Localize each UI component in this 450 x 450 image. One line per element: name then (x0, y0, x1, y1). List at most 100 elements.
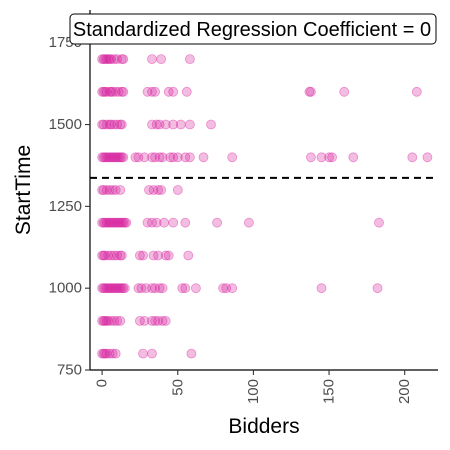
data-point (101, 217, 112, 228)
data-point (97, 86, 107, 97)
data-point (153, 315, 164, 326)
data-point (198, 152, 209, 163)
data-point (147, 86, 157, 97)
data-point (103, 283, 114, 294)
data-point (157, 315, 168, 326)
data-point (103, 315, 114, 326)
data-point (98, 348, 109, 359)
data-point (112, 217, 123, 228)
data-point (104, 86, 115, 97)
data-point (227, 152, 238, 163)
data-point (106, 217, 117, 228)
data-point (101, 54, 112, 64)
data-point (104, 152, 115, 163)
data-point (150, 283, 161, 294)
data-point (157, 152, 168, 163)
data-point (103, 54, 114, 64)
data-point (422, 152, 433, 163)
data-point (154, 119, 165, 130)
data-point (147, 119, 157, 130)
data-point (139, 152, 150, 163)
data-point (134, 250, 145, 261)
data-point (141, 283, 151, 294)
data-point (156, 185, 167, 195)
data-point (97, 348, 107, 359)
data-point (101, 119, 112, 130)
data-point (172, 152, 183, 163)
data-point (97, 54, 107, 64)
data-point (180, 217, 191, 228)
data-point (110, 152, 121, 163)
x-tick-label: 100 (245, 379, 262, 404)
data-point (98, 283, 109, 294)
data-point (98, 54, 109, 64)
data-point (115, 283, 126, 294)
data-point (98, 315, 109, 326)
data-point (109, 250, 120, 261)
data-point (100, 54, 110, 64)
data-point (177, 283, 188, 294)
data-point (100, 86, 110, 97)
data-point (190, 283, 201, 294)
data-point (106, 315, 117, 326)
data-point (372, 283, 383, 294)
data-point (305, 86, 316, 97)
y-tick-label: 750 (57, 362, 82, 379)
data-point (147, 283, 157, 294)
data-point (119, 217, 130, 228)
y-tick-label: 1000 (49, 280, 82, 297)
data-point (101, 348, 112, 359)
data-point (106, 119, 117, 130)
data-point (147, 315, 157, 326)
data-point (147, 217, 157, 228)
data-point (112, 152, 123, 163)
data-point (150, 86, 161, 97)
data-point (163, 250, 174, 261)
data-point (113, 283, 124, 294)
data-point (97, 283, 107, 294)
data-point (107, 185, 118, 195)
data-point (100, 348, 110, 359)
data-point (116, 217, 127, 228)
data-point (110, 86, 121, 97)
data-point (136, 283, 147, 294)
data-point (98, 185, 109, 195)
chart-title-background (69, 13, 437, 45)
data-point (154, 152, 165, 163)
data-point (118, 217, 129, 228)
data-point (98, 119, 109, 130)
data-point (107, 217, 118, 228)
data-point (134, 315, 145, 326)
data-point (151, 119, 162, 130)
data-point (104, 54, 115, 64)
data-point (324, 152, 335, 163)
data-point (168, 217, 179, 228)
data-point (147, 348, 157, 359)
data-point (157, 283, 168, 294)
data-point (104, 217, 115, 228)
data-point (144, 185, 154, 195)
data-point (411, 86, 422, 97)
data-point (148, 185, 159, 195)
data-point (116, 86, 127, 97)
data-point (327, 152, 338, 163)
data-point (113, 217, 124, 228)
data-point (348, 152, 359, 163)
data-point (148, 250, 159, 261)
data-point (106, 152, 117, 163)
data-point (98, 217, 109, 228)
data-point (103, 250, 114, 261)
data-point (374, 217, 384, 228)
data-point (112, 54, 123, 64)
data-point (109, 283, 120, 294)
data-point (101, 283, 112, 294)
data-point (116, 119, 127, 130)
data-point (139, 315, 150, 326)
data-point (154, 283, 165, 294)
data-point (172, 185, 183, 195)
data-point (339, 86, 350, 97)
data-point (104, 283, 115, 294)
data-point (159, 217, 170, 228)
data-point (104, 185, 115, 195)
data-point (175, 119, 186, 130)
